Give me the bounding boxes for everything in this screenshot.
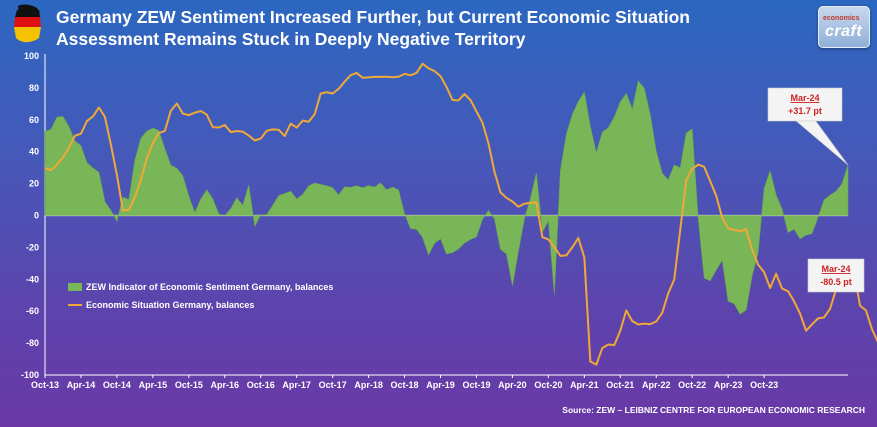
logo-top-text: economics [823,15,860,22]
callout-value: -80.5 pt [820,277,852,287]
y-tick-label: 100 [24,51,39,61]
situation-line-layer [44,62,877,366]
header: Germany ZEW Sentiment Increased Further,… [0,0,877,52]
x-tick-label: Oct-21 [606,380,634,390]
x-tick-label: Oct-18 [391,380,419,390]
x-tick-label: Oct-19 [462,380,490,390]
x-tick-label: Apr-19 [426,380,455,390]
x-tick-label: Oct-17 [319,380,347,390]
series-sentiment-area [44,80,849,315]
callout-date: Mar-24 [821,264,850,274]
y-tick-label: -20 [26,242,39,252]
series-situation-line [44,62,877,366]
x-tick-label: Apr-14 [67,380,96,390]
callout-situation: Mar-24 -80.5 pt [807,258,865,293]
x-tick-label: Oct-13 [31,380,59,390]
x-tick-label: Oct-22 [678,380,706,390]
x-tick-label: Apr-22 [642,380,671,390]
x-tick-label: Apr-16 [211,380,240,390]
sentiment-area-layer [44,80,849,315]
x-tick-label: Oct-20 [534,380,562,390]
y-tick-label: 20 [29,179,39,189]
y-tick-label: -60 [26,306,39,316]
logo-main-text: craft [825,23,863,40]
callout-box [767,87,843,122]
source-note: Source: ZEW – LEIBNIZ CENTRE FOR EUROPEA… [562,405,865,415]
legend-label-situation: Economic Situation Germany, balances [86,300,254,310]
annotations: Mar-24 +31.7 pt Mar-24 -80.5 pt [767,87,865,293]
callout-sentiment: Mar-24 +31.7 pt [767,87,849,166]
x-tick-label: Oct-14 [103,380,131,390]
x-tick-label: Oct-16 [247,380,275,390]
callout-value: +31.7 pt [788,106,822,116]
y-tick-label: 40 [29,147,39,157]
callout-date: Mar-24 [790,93,819,103]
x-tick-label: Apr-20 [498,380,527,390]
y-tick-label: 80 [29,83,39,93]
x-tick-label: Oct-23 [750,380,778,390]
x-tick-label: Oct-15 [175,380,203,390]
legend-label-sentiment: ZEW Indicator of Economic Sentiment Germ… [86,282,333,292]
chart-title: Germany ZEW Sentiment Increased Further,… [56,7,690,49]
y-tick-label: -100 [21,370,39,380]
germany-flag-icon [14,4,41,43]
callout-box [807,258,865,293]
x-tick-label: Apr-23 [714,380,743,390]
chart-legend: ZEW Indicator of Economic Sentiment Germ… [68,282,333,310]
x-tick-label: Apr-18 [354,380,383,390]
x-tick-label: Apr-21 [570,380,599,390]
economicscraft-logo: economics craft [818,6,870,48]
x-tick-label: Apr-15 [139,380,168,390]
legend-swatch-sentiment [68,283,82,291]
callout-pointer [794,119,849,166]
y-tick-label: 60 [29,115,39,125]
x-tick-label: Apr-17 [282,380,311,390]
y-tick-label: -40 [26,274,39,284]
y-tick-label: -80 [26,338,39,348]
y-tick-label: 0 [34,211,39,221]
